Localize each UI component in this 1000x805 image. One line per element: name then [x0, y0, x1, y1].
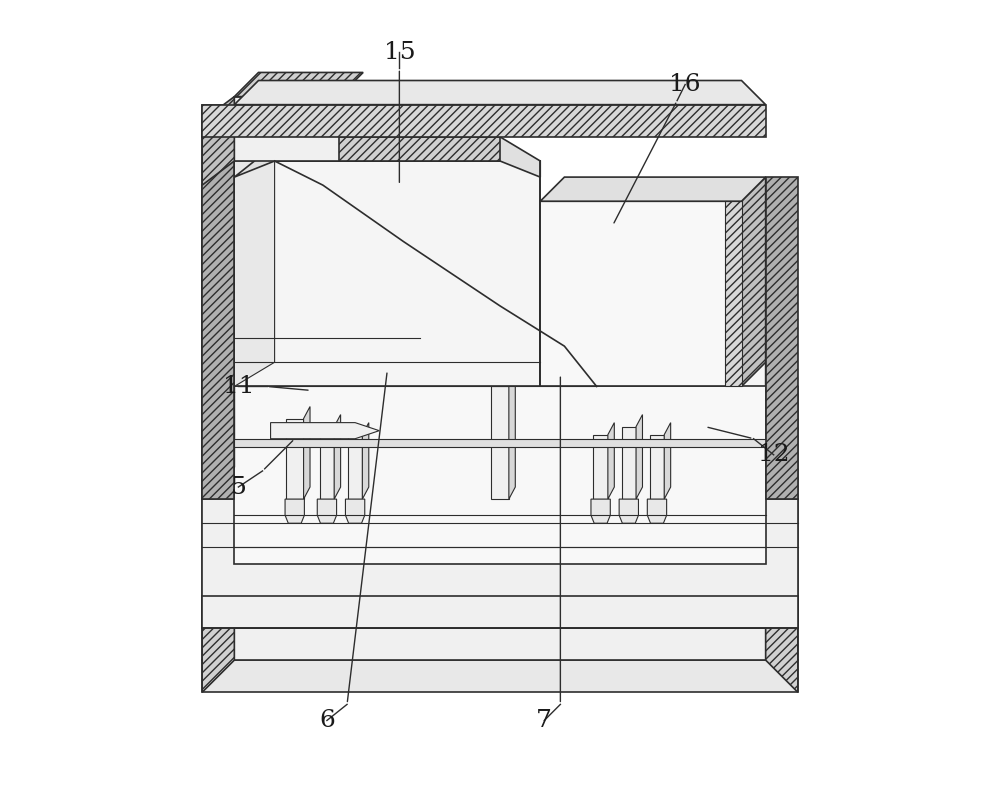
Polygon shape: [234, 97, 339, 161]
Text: 7: 7: [536, 709, 552, 732]
Polygon shape: [202, 161, 234, 402]
Polygon shape: [334, 415, 341, 499]
Polygon shape: [320, 427, 334, 499]
Polygon shape: [725, 201, 742, 386]
Polygon shape: [766, 362, 798, 596]
Polygon shape: [362, 423, 369, 499]
Polygon shape: [234, 72, 363, 97]
Polygon shape: [202, 362, 234, 596]
Polygon shape: [591, 499, 610, 523]
Text: 16: 16: [669, 73, 701, 96]
Polygon shape: [202, 628, 798, 660]
Polygon shape: [540, 201, 742, 386]
Polygon shape: [766, 177, 798, 499]
Polygon shape: [234, 161, 540, 386]
Polygon shape: [766, 564, 798, 692]
Polygon shape: [202, 105, 234, 499]
Polygon shape: [742, 177, 766, 386]
Polygon shape: [540, 177, 766, 201]
Polygon shape: [202, 105, 766, 137]
Polygon shape: [348, 435, 362, 499]
Polygon shape: [608, 423, 614, 499]
Text: 15: 15: [384, 41, 415, 64]
Polygon shape: [202, 660, 798, 692]
Polygon shape: [234, 386, 766, 564]
Polygon shape: [271, 423, 379, 439]
Text: 11: 11: [223, 375, 254, 398]
Polygon shape: [619, 499, 638, 523]
Text: 6: 6: [319, 709, 335, 732]
Polygon shape: [647, 499, 667, 523]
Polygon shape: [275, 137, 500, 161]
Polygon shape: [234, 137, 540, 177]
Polygon shape: [202, 564, 234, 692]
Polygon shape: [345, 499, 365, 523]
Polygon shape: [491, 386, 509, 499]
Polygon shape: [622, 427, 636, 499]
Polygon shape: [664, 423, 671, 499]
Polygon shape: [636, 415, 642, 499]
Polygon shape: [234, 439, 766, 447]
Polygon shape: [202, 499, 798, 628]
Polygon shape: [202, 596, 798, 628]
Polygon shape: [285, 499, 304, 523]
Polygon shape: [593, 435, 608, 499]
Polygon shape: [234, 80, 766, 105]
Polygon shape: [202, 161, 234, 499]
Polygon shape: [304, 407, 310, 499]
Polygon shape: [218, 362, 782, 499]
Polygon shape: [286, 419, 304, 499]
Polygon shape: [234, 161, 275, 386]
Text: 12: 12: [758, 444, 790, 466]
Polygon shape: [202, 97, 234, 185]
Polygon shape: [317, 499, 337, 523]
Text: 5: 5: [230, 476, 246, 498]
Polygon shape: [509, 374, 515, 499]
Polygon shape: [650, 435, 664, 499]
